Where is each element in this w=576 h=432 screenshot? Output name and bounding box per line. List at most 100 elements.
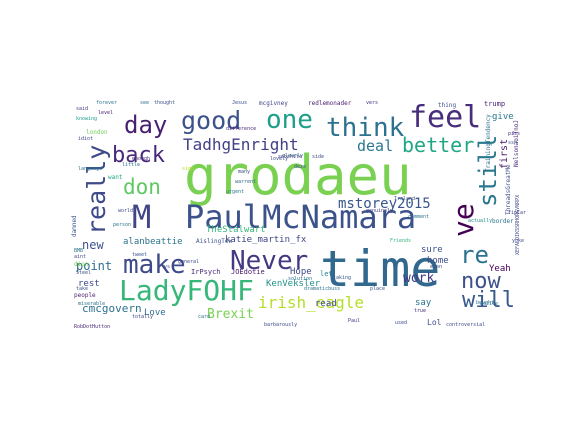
cloud-word: comment xyxy=(408,214,430,220)
cloud-word: take xyxy=(76,286,89,292)
cloud-word: Friends xyxy=(390,238,412,244)
cloud-word: home xyxy=(427,256,449,266)
cloud-word: even xyxy=(430,264,443,270)
cloud-word: knowing xyxy=(76,116,98,122)
cloud-word: back xyxy=(112,143,165,168)
cloud-word: sebshite xyxy=(278,154,303,160)
cloud-word: said xyxy=(76,106,89,112)
cloud-word: tweet xyxy=(132,252,148,258)
cloud-word: give xyxy=(492,112,514,122)
cloud-word: little xyxy=(122,162,141,168)
cloud-word: really xyxy=(82,144,111,235)
cloud-word: TrainingTendency xyxy=(485,114,492,172)
cloud-word: AislingTex xyxy=(196,238,233,245)
cloud-word: Love xyxy=(144,308,166,318)
cloud-word: many xyxy=(238,169,251,175)
cloud-word: people xyxy=(74,292,96,299)
cloud-word: rest xyxy=(78,279,100,289)
cloud-word: dion xyxy=(74,261,89,268)
cloud-word: Jesus xyxy=(232,100,248,106)
cloud-word: alanbeattie xyxy=(123,237,183,247)
cloud-word: damned xyxy=(71,215,78,237)
cloud-word: read xyxy=(315,299,337,309)
cloud-word: thing xyxy=(438,102,457,109)
cloud-word: BMB xyxy=(74,248,84,254)
cloud-word: feel xyxy=(409,100,482,135)
cloud-word: general xyxy=(178,259,200,265)
cloud-word: sign xyxy=(182,166,195,172)
cloud-word: warrent xyxy=(235,179,257,185)
cloud-word: XEFALOIKSSRHORGVNRPX xyxy=(515,194,521,255)
cloud-word: let xyxy=(320,270,333,278)
cloud-word: notice xyxy=(480,301,499,307)
cloud-word: don xyxy=(123,175,161,199)
cloud-word: Yeah xyxy=(489,264,511,274)
cloud-word: thought xyxy=(154,100,176,106)
cloud-word: work xyxy=(403,271,435,286)
cloud-word: one xyxy=(266,105,313,135)
cloud-word: TadhgEnright xyxy=(183,135,299,154)
cloud-word: cmcgovern xyxy=(82,302,142,315)
cloud-word: katie_martin_fx xyxy=(225,235,307,245)
cloud-word: taking xyxy=(333,275,352,281)
cloud-word: clearly xyxy=(282,153,304,159)
cloud-word: Steel xyxy=(76,270,92,276)
cloud-word: Brexit xyxy=(207,307,254,322)
cloud-word: lovely xyxy=(270,156,289,162)
cloud-word: totally xyxy=(132,314,154,320)
cloud-word: good xyxy=(181,106,242,135)
cloud-word: better xyxy=(402,133,475,157)
cloud-word: see xyxy=(140,100,150,106)
cloud-word: person xyxy=(113,222,132,228)
cloud-word: urgent xyxy=(226,189,245,195)
cloud-word: think xyxy=(326,113,405,143)
cloud-word: M xyxy=(132,198,152,236)
cloud-word: miserable xyxy=(78,301,106,307)
cloud-word: IrPsych xyxy=(191,268,221,276)
cloud-word: forever xyxy=(96,100,118,106)
cloud-word: level xyxy=(98,110,114,116)
cloud-word: barbarously xyxy=(264,322,298,328)
cloud-word: point xyxy=(76,259,113,273)
cloud-word: redlemonader xyxy=(308,100,352,107)
cloud-word: re xyxy=(460,241,489,269)
cloud-word: vers xyxy=(366,100,379,106)
cloud-word: KenVeksler xyxy=(266,279,321,289)
cloud-word: make xyxy=(123,250,186,280)
cloud-word: bought xyxy=(476,300,495,306)
cloud-word: LadyFOHF xyxy=(119,274,254,307)
cloud-word: fipCar xyxy=(508,210,527,216)
cloud-word: solution xyxy=(288,276,313,282)
cloud-word: trump xyxy=(484,100,506,108)
cloud-word: controversial xyxy=(446,322,486,328)
cloud-word: sure xyxy=(421,245,443,255)
cloud-word: true xyxy=(414,308,427,314)
cloud-word: Hope xyxy=(290,267,312,277)
cloud-word: vs xyxy=(164,264,171,270)
cloud-word: border xyxy=(492,218,514,225)
cloud-word: Lol xyxy=(427,318,442,327)
cloud-word: ssn xyxy=(508,140,518,146)
cloud-word: genuinely xyxy=(366,208,394,214)
cloud-word: JOEdotie xyxy=(231,268,265,276)
cloud-word: used xyxy=(395,320,408,326)
cloud-word: mstorey2015 xyxy=(338,196,431,212)
cloud-word: yoke xyxy=(512,238,525,244)
cloud-word: want xyxy=(108,174,123,181)
cloud-word: difference xyxy=(226,126,257,132)
cloud-word: PaulMcNamara xyxy=(185,198,417,236)
cloud-word: Ireland xyxy=(394,196,416,202)
cloud-word: piss xyxy=(508,131,521,137)
cloud-word: day xyxy=(124,111,168,139)
cloud-word: deze xyxy=(294,164,307,170)
cloud-word: london xyxy=(86,129,108,136)
cloud-word: card xyxy=(198,314,211,320)
cloud-word: enough xyxy=(132,156,151,162)
word-cloud: grodaeu time PaulMcNamara LadyFOHF make … xyxy=(68,97,526,330)
cloud-word: side xyxy=(312,154,325,160)
cloud-word: now xyxy=(461,269,501,294)
cloud-word: deal xyxy=(357,137,394,155)
cloud-word: actually xyxy=(468,218,493,224)
cloud-word: irish_eagle xyxy=(258,293,364,312)
cloud-word: new xyxy=(82,238,104,252)
